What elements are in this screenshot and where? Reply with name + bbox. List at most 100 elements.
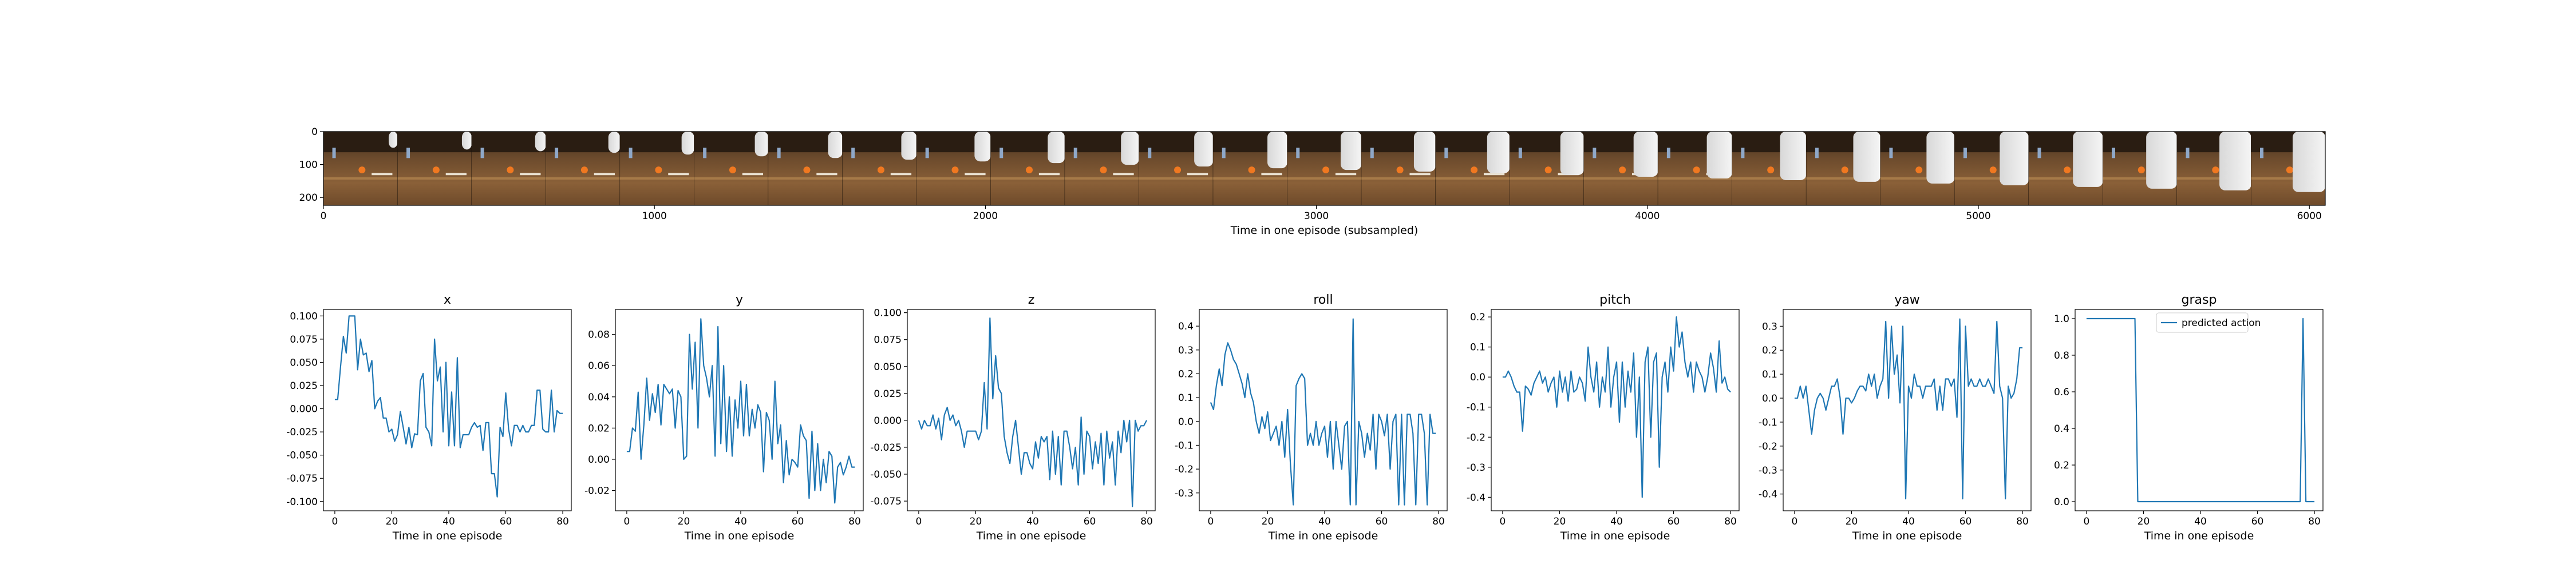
table-edge <box>694 177 769 180</box>
plot-x-label: Time in one episode <box>976 530 1086 542</box>
bottle-shape <box>1073 148 1077 158</box>
robot-arm <box>1194 132 1214 167</box>
video-frame <box>1954 132 2029 205</box>
plot-panel-z: 0 20 40 60 80 -0.075 -0.050 -0.025 0.000 0.025 0.0… <box>870 293 1156 542</box>
legend-label: predicted action <box>2182 317 2261 329</box>
drawer-handle <box>1335 173 1357 176</box>
orange-ball <box>507 166 514 174</box>
frame-top-shadow <box>323 132 398 153</box>
y-tick-label: 0.6 <box>2054 387 2069 398</box>
table-edge <box>2103 177 2177 180</box>
video-frame <box>842 132 917 205</box>
table-edge <box>1880 177 1955 180</box>
robot-arm <box>2293 132 2325 192</box>
x-tick-label: 0 <box>331 516 338 527</box>
series-line <box>1502 316 1731 498</box>
bottle-shape <box>1666 148 1670 158</box>
orange-ball <box>1619 166 1626 174</box>
table-edge <box>1510 177 1584 180</box>
robot-arm <box>608 132 621 153</box>
orange-ball <box>2064 166 2071 174</box>
video-frame <box>472 132 547 205</box>
bottle-shape <box>1148 148 1152 158</box>
frame-top-shadow <box>546 132 621 153</box>
y-tick-label: -0.2 <box>1175 464 1194 475</box>
x-tick-label: 0 <box>1791 516 1797 527</box>
orange-ball <box>432 166 440 174</box>
table-edge <box>1287 177 1362 180</box>
orange-ball <box>1026 166 1033 174</box>
table-edge <box>1139 177 1214 180</box>
frame-top-shadow <box>472 132 546 153</box>
series-line <box>918 317 1148 507</box>
y-tick-label: 0.1 <box>1470 342 1485 353</box>
orange-ball <box>580 166 588 174</box>
x-tick-label: 0 <box>2083 516 2089 527</box>
drawer-handle <box>1483 173 1505 176</box>
y-tick-label: 0.025 <box>290 380 318 392</box>
orange-ball <box>358 166 366 174</box>
robot-arm <box>535 132 546 152</box>
series-line <box>626 318 855 504</box>
x-tick-label: 3000 <box>1304 210 1329 222</box>
table-edge <box>472 177 546 180</box>
y-tick-label: 0.1 <box>1178 392 1194 404</box>
plot-title: roll <box>1313 293 1333 307</box>
y-tick-label: 0.2 <box>1470 312 1485 323</box>
table-edge <box>1806 177 1880 180</box>
drawer-handle <box>1261 173 1282 176</box>
bottle-shape <box>1370 148 1374 158</box>
bottle-shape <box>1593 148 1597 158</box>
bottle-shape <box>2037 148 2041 158</box>
y-tick-label: -0.1 <box>1467 402 1485 414</box>
plot-frame <box>1491 309 1740 511</box>
orange-ball <box>1989 166 1997 174</box>
drawer-handle <box>445 173 467 176</box>
plot-title: x <box>444 293 451 307</box>
y-tick-label: 0.04 <box>588 392 610 403</box>
orange-ball <box>655 166 662 174</box>
y-tick-label: -0.1 <box>1759 417 1777 428</box>
y-tick-label: 0.100 <box>290 311 318 322</box>
drawer-handle <box>668 173 689 176</box>
y-tick-label: -0.100 <box>286 496 318 508</box>
bottle-shape <box>406 148 410 158</box>
video-frame <box>2176 132 2251 205</box>
y-tick-label: 1.0 <box>2054 313 2069 325</box>
drawer-handle <box>1409 173 1431 176</box>
x-tick-label: 20 <box>1554 516 1566 527</box>
filmstrip-frame <box>323 131 2326 206</box>
x-tick-label: 0 <box>321 210 327 222</box>
video-frame <box>768 132 843 205</box>
robot-arm <box>901 132 917 160</box>
y-tick-label: -0.075 <box>870 496 902 507</box>
series-line <box>334 315 563 498</box>
x-tick-label: 20 <box>970 516 982 527</box>
table-edge <box>2251 177 2325 180</box>
legend: predicted action <box>2156 312 2261 333</box>
y-tick-label: -0.4 <box>1467 492 1485 503</box>
table-edge <box>842 177 917 180</box>
bottle-shape <box>1889 148 1893 158</box>
robot-arm <box>1340 132 1362 170</box>
orange-ball <box>1471 166 1478 174</box>
video-frame <box>323 132 398 205</box>
table-edge <box>323 177 398 180</box>
robot-arm <box>1706 132 1732 178</box>
bottle-shape <box>332 148 336 158</box>
robot-arm <box>1121 132 1139 165</box>
x-tick-label: 40 <box>442 516 455 527</box>
x-tick-label: 4000 <box>1635 210 1660 222</box>
series-line <box>2086 317 2315 503</box>
action-plots: 0 20 40 60 80-0.100-0.075-0.050-0.0250.0000.… <box>286 293 2324 542</box>
y-tick-label: -0.3 <box>1759 465 1777 476</box>
y-tick-label: 0.0 <box>1470 372 1485 383</box>
legend-box <box>2156 312 2249 333</box>
video-frame <box>397 132 472 205</box>
table-edge <box>1065 177 1139 180</box>
robot-arm <box>754 132 769 157</box>
bottle-shape <box>2111 148 2115 158</box>
orange-ball <box>1396 166 1404 174</box>
x-tick-label: 40 <box>1318 516 1331 527</box>
table-edge <box>990 177 1065 180</box>
